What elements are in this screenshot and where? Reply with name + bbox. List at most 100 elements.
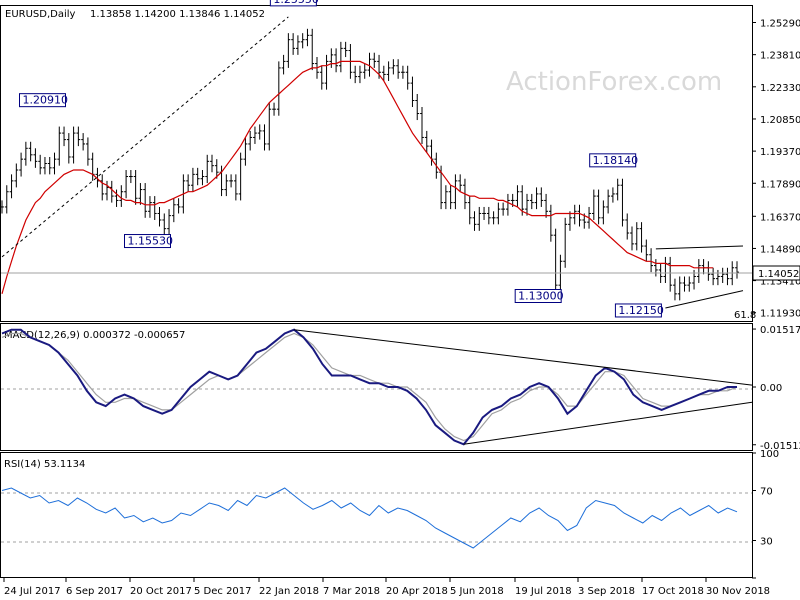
price-bar bbox=[329, 48, 334, 68]
price-bar bbox=[253, 126, 257, 144]
price-axis: 1.25290 1.23810 1.22330 1.20850 1.19370 1.178… bbox=[752, 19, 800, 320]
fib-label: 61.8 bbox=[734, 310, 756, 321]
price-bar bbox=[334, 48, 338, 73]
price-bar bbox=[525, 193, 529, 216]
price-bar bbox=[649, 248, 653, 273]
x-tick-label: 5 Jun 2018 bbox=[450, 586, 504, 597]
x-tick-label: 30 Nov 2018 bbox=[706, 586, 770, 597]
symbol-timeframe: EURUSD,Daily bbox=[5, 9, 76, 20]
price-bar bbox=[152, 196, 157, 220]
price-bar bbox=[601, 200, 606, 225]
price-bar bbox=[286, 33, 291, 68]
price-level-label: 1.18140 bbox=[589, 153, 639, 168]
rsi-line bbox=[1, 487, 738, 549]
rsi-axis: 100 70 30 bbox=[752, 449, 779, 579]
x-tick-label: 6 Sep 2017 bbox=[66, 586, 123, 597]
macd-title: MACD(12,26,9) 0.000372 -0.000657 bbox=[4, 330, 185, 341]
price-bar bbox=[453, 174, 458, 210]
price-bar bbox=[229, 174, 233, 188]
svg-text:1.12150: 1.12150 bbox=[618, 304, 664, 317]
price-tick-label: 1.20850 bbox=[760, 115, 800, 126]
x-tick-label: 20 Oct 2017 bbox=[130, 586, 192, 597]
price-bar bbox=[176, 198, 181, 214]
price-series bbox=[0, 28, 739, 301]
price-bar bbox=[424, 130, 429, 153]
price-bar bbox=[687, 276, 692, 292]
current-price-box bbox=[752, 265, 800, 281]
price-bar bbox=[372, 52, 377, 68]
macd-series bbox=[1, 328, 738, 446]
price-tick-label: 1.11930 bbox=[760, 309, 800, 320]
price-bar bbox=[319, 65, 324, 90]
price-bar bbox=[682, 276, 687, 292]
price-bar bbox=[47, 156, 52, 175]
dashed-uptrend-line bbox=[1, 16, 289, 258]
macd-lower-trendline bbox=[463, 401, 753, 445]
price-bar bbox=[625, 213, 630, 240]
price-bar bbox=[305, 28, 310, 47]
price-tick-label: 1.16370 bbox=[760, 212, 800, 223]
price-bar bbox=[572, 204, 577, 225]
price-bar bbox=[133, 170, 138, 205]
price-bar bbox=[606, 189, 611, 214]
price-tick-label: 1.25290 bbox=[760, 19, 800, 30]
price-bar bbox=[410, 76, 415, 108]
svg-text:1.25550: 1.25550 bbox=[273, 0, 319, 6]
price-bar bbox=[296, 35, 300, 55]
price-bar bbox=[720, 267, 725, 283]
price-bar bbox=[124, 170, 128, 199]
price-bar bbox=[191, 167, 195, 192]
price-bar bbox=[630, 226, 634, 251]
svg-text:1.13000: 1.13000 bbox=[518, 290, 564, 303]
current-price-label: 1.14052 bbox=[758, 269, 799, 280]
rsi-title: RSI(14) 53.1134 bbox=[4, 459, 85, 470]
price-bar bbox=[233, 174, 238, 201]
price-bar bbox=[644, 239, 649, 262]
price-bar bbox=[338, 41, 343, 73]
price-bar bbox=[482, 206, 486, 220]
price-bar bbox=[591, 189, 596, 220]
price-bar bbox=[391, 59, 396, 75]
price-bar bbox=[716, 269, 720, 286]
price-tick-label: 1.23810 bbox=[760, 51, 800, 62]
price-bar bbox=[501, 202, 506, 216]
price-bar bbox=[71, 126, 76, 164]
price-bar bbox=[506, 193, 510, 216]
price-bar bbox=[162, 213, 167, 236]
price-bar bbox=[300, 33, 305, 49]
price-bar bbox=[195, 167, 200, 186]
price-bar bbox=[4, 185, 9, 214]
price-bar bbox=[248, 130, 253, 151]
price-bar bbox=[467, 196, 472, 225]
price-tick-label: 1.17890 bbox=[760, 179, 800, 190]
svg-text:1.15530: 1.15530 bbox=[128, 235, 174, 248]
price-bar bbox=[205, 154, 210, 184]
price-bar bbox=[343, 41, 348, 58]
svg-text:1.18140: 1.18140 bbox=[593, 154, 639, 167]
price-bar bbox=[243, 137, 248, 166]
price-bar bbox=[405, 65, 410, 90]
price-bar bbox=[210, 154, 214, 173]
price-bar bbox=[420, 107, 424, 144]
price-bar bbox=[634, 222, 639, 251]
price-bar bbox=[620, 178, 625, 227]
price-bar bbox=[496, 202, 501, 225]
macd-axis: 0.015178 0.00 -0.015126 bbox=[752, 325, 800, 452]
price-bar bbox=[66, 133, 71, 164]
x-tick-label: 22 Jan 2018 bbox=[259, 586, 319, 597]
price-bar bbox=[386, 61, 391, 81]
price-bar bbox=[281, 54, 286, 75]
price-level-label: 1.13000 bbox=[514, 289, 564, 303]
price-bar bbox=[544, 193, 548, 218]
price-bar bbox=[491, 211, 496, 225]
price-bar bbox=[291, 33, 296, 55]
price-bar bbox=[677, 276, 682, 301]
price-bar bbox=[353, 65, 358, 84]
x-tick-label: 19 Jul 2018 bbox=[515, 586, 572, 597]
price-bar bbox=[534, 187, 539, 210]
price-bar bbox=[529, 193, 534, 210]
price-bar bbox=[28, 141, 33, 162]
price-bar bbox=[128, 170, 133, 184]
triangle-upper-line bbox=[655, 245, 744, 250]
